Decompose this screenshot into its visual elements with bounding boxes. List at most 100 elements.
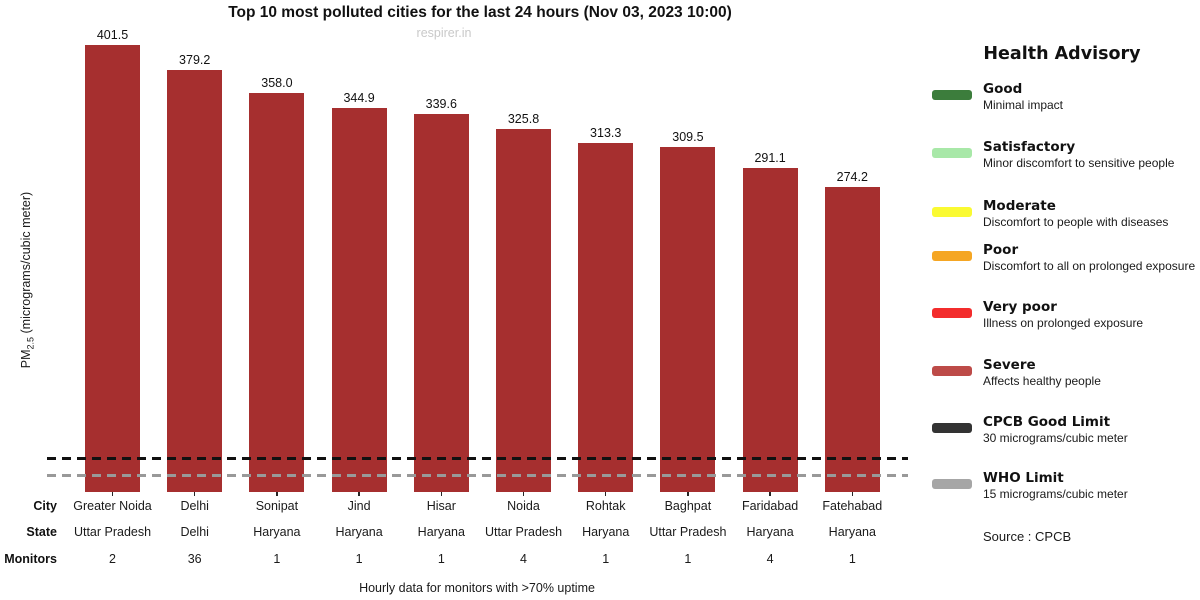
chart-title: Top 10 most polluted cities for the last… (228, 4, 732, 21)
legend-item-who-limit: WHO Limit 15 micrograms/cubic meter (932, 470, 1128, 501)
table-cell: Delhi (180, 499, 209, 513)
bar-jind (331, 108, 387, 492)
table-cell: Uttar Pradesh (649, 525, 727, 539)
legend-swatch (932, 423, 972, 433)
table-cell: Haryana (253, 525, 301, 539)
legend-item-description: Discomfort to people with diseases (983, 215, 1169, 229)
table-cell: Uttar Pradesh (73, 525, 152, 539)
bar-value-label: 313.3 (590, 126, 622, 141)
bar-noida (496, 129, 551, 492)
table-cell: 2 (109, 552, 116, 566)
legend-item-good: Good Minimal impact (932, 81, 1063, 112)
legend-item-severe: Severe Affects healthy people (932, 357, 1101, 388)
legend-item-name: Satisfactory (983, 139, 1076, 155)
y-axis-label-prefix: PM (18, 349, 33, 369)
legend-swatch (932, 366, 972, 376)
cpcb-good-limit-line (47, 457, 908, 461)
legend-item-moderate: Moderate Discomfort to people with diseas… (932, 198, 1168, 229)
table-cell: Haryana (582, 525, 630, 539)
legend-swatch (932, 251, 972, 261)
table-cell: Haryana (335, 525, 383, 539)
x-axis-tick (111, 492, 114, 496)
table-cell: Hisar (426, 499, 456, 513)
bar-value-label: 358.0 (261, 76, 293, 91)
table-cell: Greater Noida (73, 499, 152, 513)
table-row-label-state: State (26, 525, 57, 539)
legend-item-description: 30 micrograms/cubic meter (983, 431, 1128, 445)
y-axis-label-subscript: 2.5 (25, 336, 36, 350)
table-cell: Rohtak (585, 499, 626, 513)
legend-item-description: 15 micrograms/cubic meter (983, 487, 1128, 501)
legend-swatch (932, 148, 972, 158)
legend-item-cpcb-good-limit: CPCB Good Limit 30 micrograms/cubic meter (932, 414, 1128, 445)
x-axis-tick (193, 492, 196, 496)
bar-greater-noida (85, 45, 140, 492)
x-axis-tick (604, 492, 607, 496)
x-axis-tick (276, 492, 278, 496)
legend-item-description: Illness on prolonged exposure (983, 316, 1144, 330)
legend-item-name: WHO Limit (983, 470, 1064, 486)
bar-delhi (167, 69, 223, 492)
watermark: respirer.in (416, 26, 472, 40)
legend-item-description: Discomfort to all on prolonged exposure (983, 259, 1196, 273)
table-cell: 1 (437, 552, 445, 566)
table-cell: 1 (355, 552, 363, 566)
legend-item-name: Good (983, 81, 1023, 97)
bar-value-label: 339.6 (425, 96, 457, 111)
table-cell: 1 (273, 552, 281, 566)
bar-value-label: 344.9 (343, 91, 375, 106)
table-cell: 1 (602, 552, 610, 566)
table-cell: 1 (684, 552, 692, 566)
footnote: Hourly data for monitors with >70% uptim… (359, 581, 595, 595)
table-cell: 36 (187, 552, 202, 566)
x-axis-tick (522, 492, 525, 496)
legend-item-name: Poor (983, 242, 1019, 258)
x-axis-tick (769, 492, 771, 496)
legend-item-name: CPCB Good Limit (983, 414, 1111, 430)
bar-faridabad (742, 167, 798, 492)
bar-value-label: 309.5 (672, 130, 704, 145)
bar-sonipat (249, 93, 305, 492)
table-cell: Faridabad (741, 499, 799, 513)
bar-value-label: 325.8 (507, 112, 540, 127)
legend-item-description: Affects healthy people (983, 374, 1101, 388)
table-cell: Jind (347, 499, 371, 513)
legend-item-name: Severe (983, 357, 1036, 373)
legend-swatch (932, 207, 972, 217)
legend-swatch (932, 308, 972, 318)
legend-title: Health Advisory (983, 44, 1141, 64)
table-cell: 4 (520, 552, 527, 566)
table-cell: Noida (507, 499, 540, 513)
legend-swatch (932, 479, 972, 489)
table-cell: Delhi (180, 525, 209, 539)
bar-value-label: 401.5 (96, 28, 129, 42)
legend-item-satisfactory: Satisfactory Minor discomfort to sensitiv… (932, 139, 1174, 170)
bar-value-label: 379.2 (179, 52, 211, 67)
legend-item-very-poor: Very poor Illness on prolonged exposure (932, 299, 1143, 330)
legend-item-description: Minor discomfort to sensitive people (983, 156, 1175, 170)
table-cell: Fatehabad (822, 499, 883, 513)
table-cell: Uttar Pradesh (484, 525, 563, 539)
bar-value-label: 274.2 (836, 169, 868, 184)
x-axis-tick (358, 492, 360, 496)
who-limit-line (47, 473, 908, 477)
bar-hisar (413, 113, 469, 492)
table-cell: 1 (848, 552, 856, 566)
table-cell: 4 (766, 552, 774, 566)
bar-rohtak (578, 143, 634, 492)
legend-item-poor: Poor Discomfort to all on prolonged expos… (932, 242, 1195, 273)
bar-baghpat (660, 147, 716, 492)
x-axis-tick (440, 492, 443, 496)
x-axis-tick (687, 492, 689, 496)
table-cell: Haryana (828, 525, 876, 539)
bar-value-label: 291.1 (754, 150, 786, 165)
bar-fatehabad (824, 186, 880, 492)
table-row-label-monitors: Monitors (4, 552, 57, 566)
legend-item-description: Minimal impact (983, 98, 1064, 112)
table-row-label-city: City (33, 499, 57, 513)
legend-swatch (932, 90, 972, 100)
table-cell: Sonipat (255, 499, 299, 513)
legend-item-name: Moderate (983, 198, 1056, 214)
x-axis-tick (851, 492, 854, 496)
